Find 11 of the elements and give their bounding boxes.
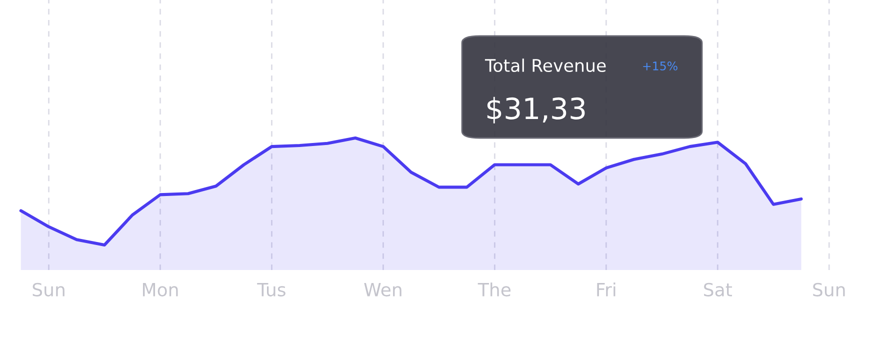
x-tick-label: The [478,282,511,296]
x-tick-label: Sun [32,282,64,296]
text: Total Revenue [484,58,606,72]
x-tick-label: Mon [142,283,178,296]
x-tick-label: Tus [257,283,286,296]
text: $31,33 [487,96,585,124]
x-tick-label: Sun [813,282,845,296]
x-tick-label: Sat [704,282,732,296]
x-tick-label: Fri [597,282,616,296]
x-tick-label: Wen [364,283,402,296]
text: +15% [643,61,678,70]
